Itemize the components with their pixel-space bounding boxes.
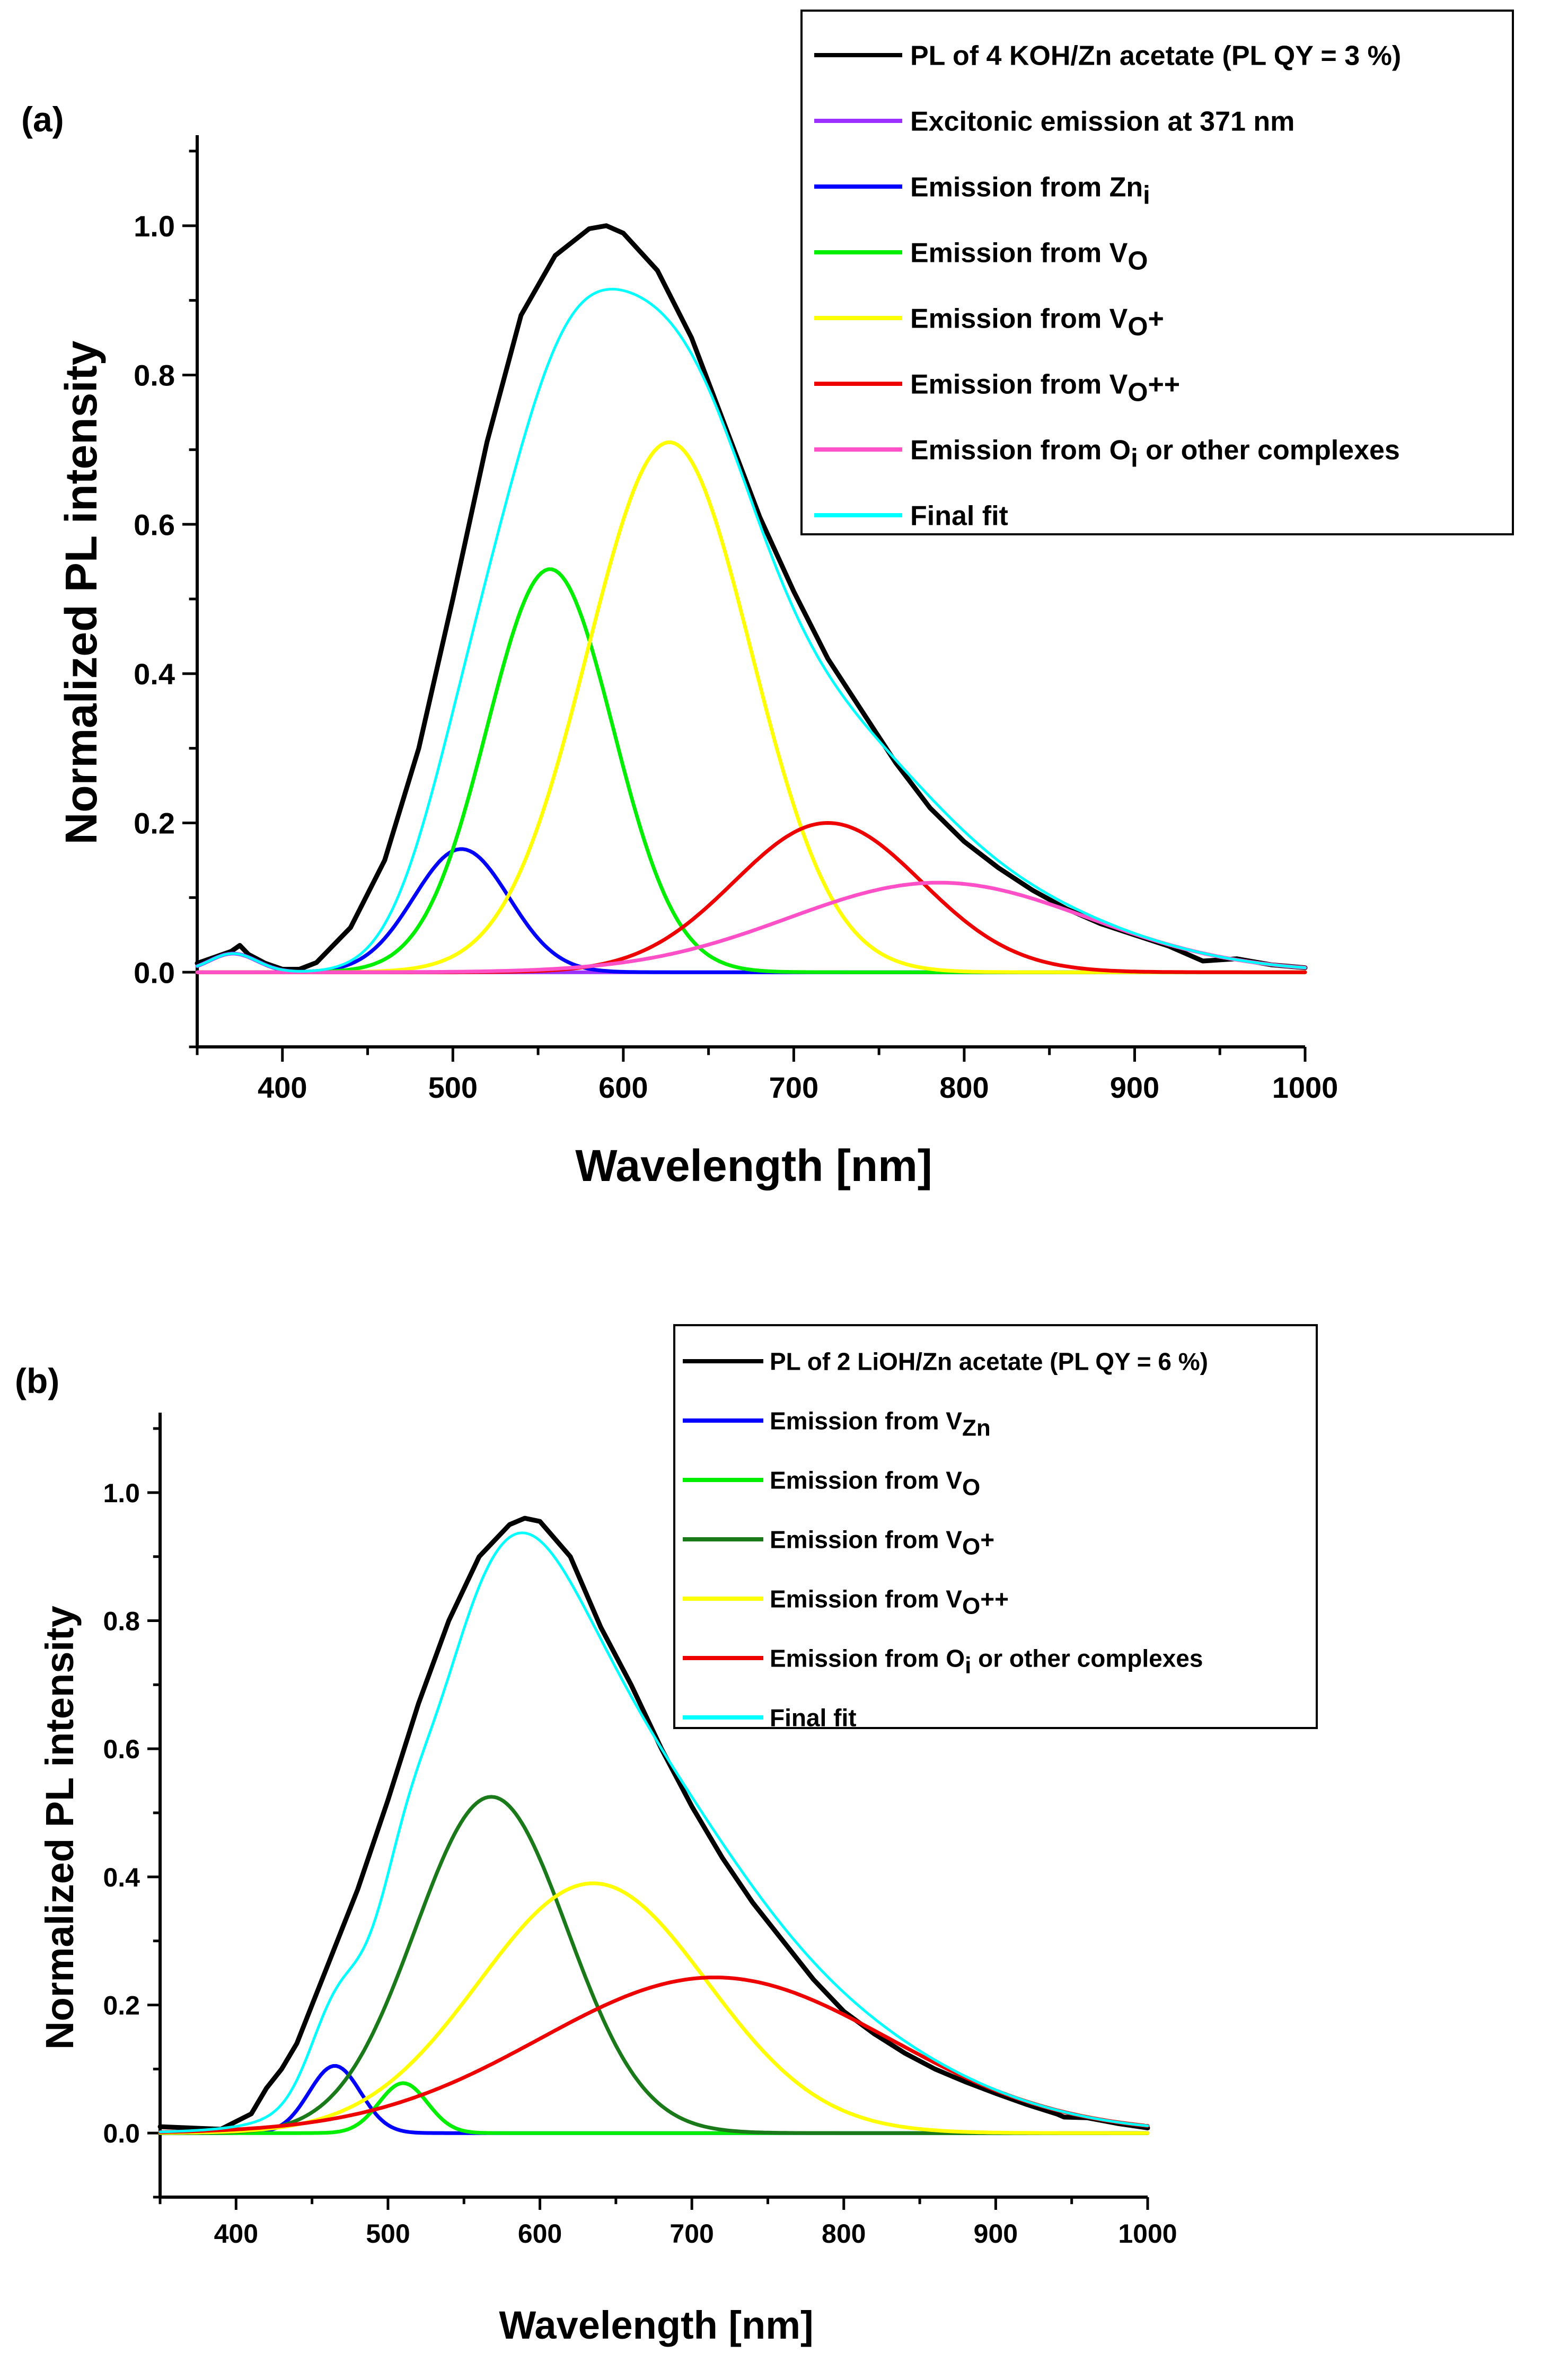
panel-a-legend-label: Excitonic emission at 371 nm [910,107,1294,137]
panel-a-y-tick-label: 0.0 [134,956,175,989]
panel-a-y-tick-label: 0.4 [134,657,175,691]
panel-b-legend-label: Emission from VO++ [770,1585,1009,1619]
panel-a-y-tick-label: 0.6 [134,508,175,541]
panel-b-label: (b) [15,1361,59,1400]
panel-b-legend-label: Emission from VO [770,1467,980,1501]
panel-a-legend-label: PL of 4 KOH/Zn acetate (PL QY = 3 %) [910,41,1401,72]
panel-b-series-line-4 [158,1881,1150,2135]
panel-b-x-axis-title: Wavelength [nm] [499,2303,813,2347]
panel-b-x-tick-label: 500 [366,2219,410,2249]
panel-b-y-tick-label: 0.2 [103,1991,140,2021]
panel-b-legend-label: Emission from VO+ [770,1526,994,1560]
panel-b-x-tick-label: 900 [974,2219,1018,2249]
panel-b-y-tick-label: 0.4 [103,1863,140,1892]
panel-a-x-tick-label: 600 [598,1071,648,1104]
panel-b-legend-label: Emission from Oi or other complexes [770,1645,1203,1679]
panel-b-legend-label: Emission from VZn [770,1407,991,1441]
panel-b-y-tick-label: 0.0 [103,2119,140,2148]
panel-b-legend: PL of 2 LiOH/Zn acetate (PL QY = 6 %) Emi… [673,1324,1318,1732]
panel-b-y-tick-label: 0.6 [103,1734,140,1764]
panel-a-x-tick-label: 400 [258,1071,307,1104]
panel-b-curves [157,1515,1150,2135]
panel-a-legend-label: Emission from VO+ [910,304,1164,341]
panel-a-label: (a) [21,100,64,139]
panel-b-x-tick-label: 800 [822,2219,866,2249]
panel-a-legend-label: Final fit [910,501,1008,532]
panel-b-x-tick-label: 1000 [1118,2219,1177,2249]
panel-a-legend-label: Emission from Oi or other complexes [910,435,1400,473]
panel-b-legend-label: Final fit [770,1704,857,1732]
panel-b-x-tick-label: 400 [214,2219,258,2249]
panel-a-x-tick-label: 700 [769,1071,818,1104]
panel-a-legend-label: Emission from VO++ [910,369,1180,407]
panel-a-legend: PL of 4 KOH/Zn acetate (PL QY = 3 %) Exci… [800,10,1514,535]
panel-a-x-tick-label: 500 [428,1071,478,1104]
panel-a-x-axis-title: Wavelength [nm] [575,1141,932,1191]
panel-a-axes: 0.0 0.2 0.4 0.6 0.8 1.0 400 500 600 700 800 900 1000 [134,135,1338,1104]
panel-b-chart: (b) 0.0 0.2 0.4 0.6 0.8 1.0 400 500 600 700 800 900… [15,1324,1318,2347]
panel-a-curves [195,223,1308,974]
panel-b-legend-label: PL of 2 LiOH/Zn acetate (PL QY = 6 %) [770,1348,1208,1376]
panel-a-legend-box [800,10,1514,535]
panel-a-series-line-7 [196,288,1307,973]
panel-a-y-tick-label: 0.8 [134,359,175,392]
panel-b-x-tick-label: 700 [670,2219,714,2249]
panel-b-series-line-6 [158,1531,1149,2134]
panel-b-axes: 0.0 0.2 0.4 0.6 0.8 1.0 400 500 600 700 800 900 1000 [103,1413,1177,2249]
panel-b-y-tick-label: 0.8 [103,1607,140,1636]
panel-a-y-tick-label: 1.0 [134,209,175,243]
panel-a-chart: (a) 0.0 0.2 0.4 0.6 0.8 1.0 400 500 600 700 800 900… [21,10,1514,1191]
panel-a-y-tick-label: 0.2 [134,807,175,840]
panel-a-legend-label: Emission from VO [910,238,1148,276]
panel-b-series-line-0 [157,1515,1150,2132]
panel-b-legend-box [673,1324,1318,1729]
panel-b-y-axis-title: Normalized PL intensity [38,1606,82,2050]
panel-a-x-tick-label: 900 [1110,1071,1159,1104]
panel-a-x-tick-label: 800 [939,1071,989,1104]
panel-a-y-axis-title: Normalized PL intensity [56,340,106,844]
panel-b-y-tick-label: 1.0 [103,1478,140,1508]
panel-b-x-tick-label: 600 [518,2219,562,2249]
panel-a-x-tick-label: 1000 [1272,1071,1338,1104]
panel-a-legend-label: Emission from Zni [910,172,1150,210]
